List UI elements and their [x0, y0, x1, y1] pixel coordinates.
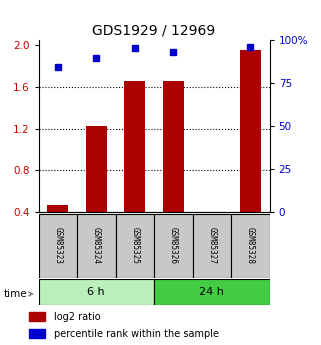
Bar [231, 214, 270, 278]
Bar [29, 312, 46, 321]
Bar [124, 81, 145, 212]
Bar [154, 279, 270, 305]
Bar [154, 214, 193, 278]
Bar [39, 279, 154, 305]
Title: GDS1929 / 12969: GDS1929 / 12969 [92, 23, 216, 37]
Bar [77, 214, 116, 278]
Text: GSM85326: GSM85326 [169, 227, 178, 264]
Text: log2 ratio: log2 ratio [54, 312, 100, 322]
Text: 6 h: 6 h [88, 287, 105, 297]
Bar [193, 214, 231, 278]
Text: GSM85323: GSM85323 [53, 227, 62, 264]
Text: GSM85327: GSM85327 [207, 227, 216, 264]
Bar [47, 205, 68, 212]
Text: percentile rank within the sample: percentile rank within the sample [54, 329, 219, 339]
Bar [86, 127, 107, 212]
Text: 24 h: 24 h [199, 287, 224, 297]
Text: time: time [3, 289, 27, 299]
Bar [39, 214, 77, 278]
Text: GSM85324: GSM85324 [92, 227, 101, 264]
Bar [116, 214, 154, 278]
Bar [163, 81, 184, 212]
Bar [240, 50, 261, 212]
Text: GSM85325: GSM85325 [130, 227, 139, 264]
Bar [29, 329, 46, 338]
Text: GSM85328: GSM85328 [246, 227, 255, 264]
